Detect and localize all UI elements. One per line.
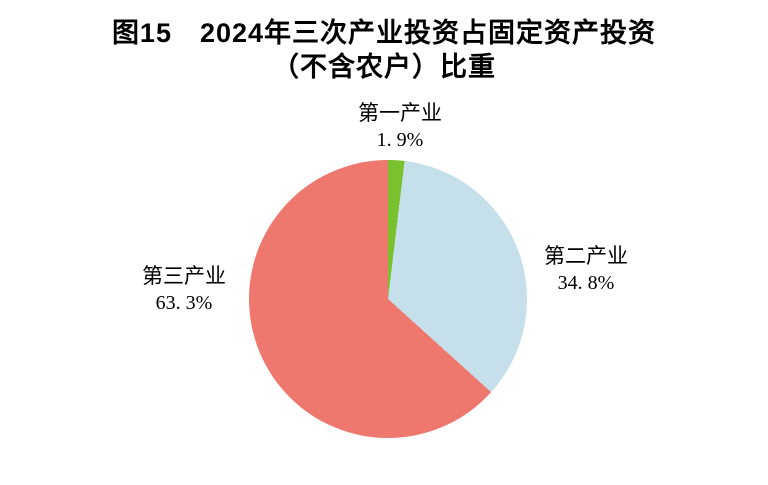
slice-label-primary-industry: 第一产业 1. 9% [358, 100, 442, 154]
slice-value-text: 63. 3% [155, 292, 213, 314]
slice-value-text: 34. 8% [557, 272, 615, 294]
chart-title: 图15 2024年三次产业投资占固定资产投资 （不含农户）比重 [0, 16, 768, 84]
slice-label-text: 第一产业 [358, 101, 442, 125]
chart-title-line1: 图15 2024年三次产业投资占固定资产投资 [111, 18, 657, 48]
slice-label-text: 第二产业 [544, 244, 628, 268]
slice-label-secondary-industry: 第二产业 34. 8% [544, 243, 628, 297]
slice-label-text: 第三产业 [142, 264, 226, 288]
pie-chart [249, 160, 527, 438]
chart-title-line2: （不含农户）比重 [272, 52, 496, 82]
slice-label-tertiary-industry: 第三产业 63. 3% [142, 263, 226, 317]
slice-value-text: 1. 9% [376, 129, 424, 151]
